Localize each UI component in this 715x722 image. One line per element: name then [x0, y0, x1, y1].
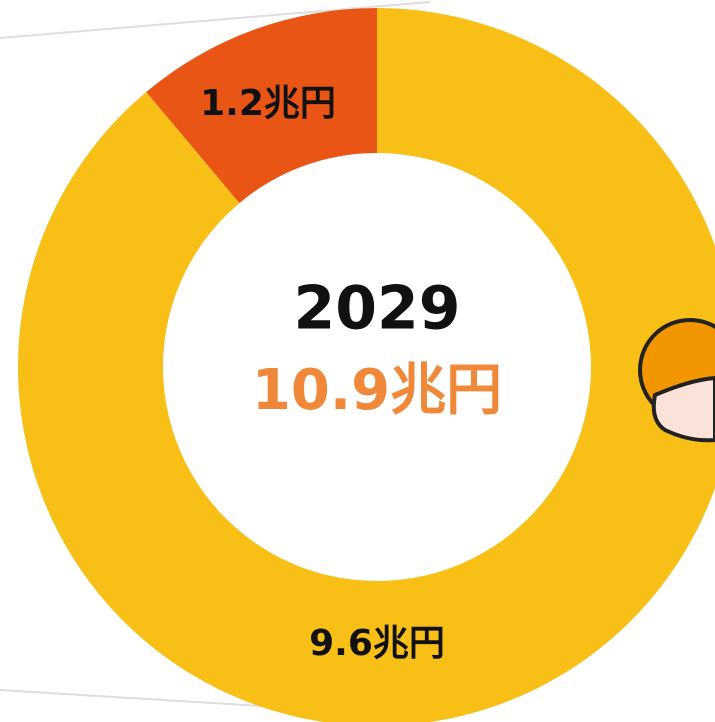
center-title: 2029 — [294, 274, 461, 344]
illustration — [638, 318, 715, 443]
data-label: 1.2兆円 — [200, 83, 336, 124]
data-label: 9.6兆円 — [309, 623, 445, 664]
donut-slice — [146, 8, 377, 204]
decor-line — [0, 1, 431, 39]
donut-slice — [18, 8, 715, 722]
center-total: 10.9兆円 — [252, 358, 502, 423]
